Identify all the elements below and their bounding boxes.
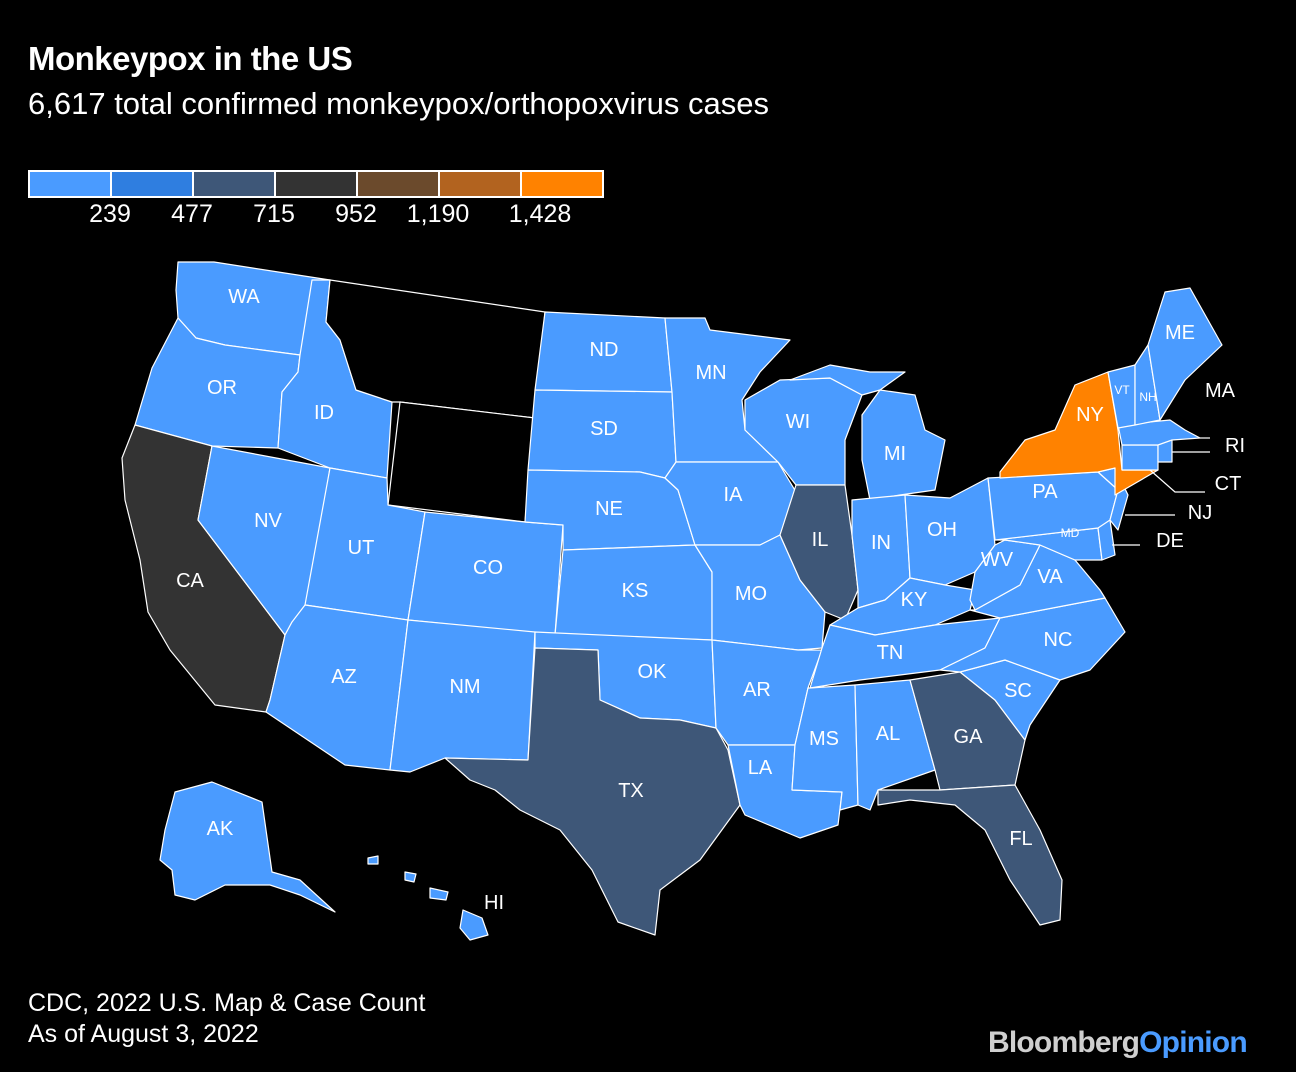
state-label: RI bbox=[1225, 435, 1245, 457]
state-label: IL bbox=[812, 529, 829, 551]
legend-tick-label: 239 bbox=[89, 200, 131, 228]
state-label: ME bbox=[1165, 322, 1195, 344]
state-ma[interactable] bbox=[1117, 419, 1201, 446]
state-label: TN bbox=[877, 642, 904, 664]
state-label: TX bbox=[618, 780, 644, 802]
state-wy[interactable] bbox=[387, 401, 536, 523]
state-label: AZ bbox=[331, 666, 357, 688]
state-label: ND bbox=[590, 339, 619, 361]
state-label: LA bbox=[748, 757, 773, 779]
state-label: NY bbox=[1076, 404, 1104, 426]
state-mi[interactable] bbox=[861, 389, 946, 501]
legend-tick-label: 715 bbox=[253, 200, 295, 228]
state-mn[interactable] bbox=[664, 317, 791, 463]
brand-logo: BloombergOpinion bbox=[988, 1026, 1248, 1060]
state-label: DE bbox=[1156, 530, 1184, 552]
state-label: OH bbox=[927, 519, 957, 541]
state-label: NE bbox=[595, 498, 623, 520]
state-label: OR bbox=[207, 377, 237, 399]
state-hi-islands[interactable] bbox=[367, 855, 449, 901]
state-ct[interactable] bbox=[1121, 444, 1159, 471]
leader-line-ct bbox=[1149, 469, 1205, 493]
state-label: HI bbox=[484, 892, 504, 914]
state-label: AK bbox=[207, 818, 234, 840]
state-label: MS bbox=[809, 728, 839, 750]
state-co[interactable] bbox=[407, 511, 564, 636]
state-label: CT bbox=[1215, 473, 1242, 495]
state-label: IA bbox=[724, 484, 744, 506]
state-label: AR bbox=[743, 679, 771, 701]
legend-tick-label: 1,190 bbox=[406, 200, 470, 228]
state-label: NH bbox=[1139, 390, 1156, 404]
brand-logo-part: Bloomberg bbox=[988, 1026, 1140, 1059]
legend-tick-label: 477 bbox=[171, 200, 213, 228]
state-label: AL bbox=[876, 723, 900, 745]
state-label: NC bbox=[1044, 629, 1073, 651]
state-fl[interactable] bbox=[877, 784, 1063, 926]
state-label: NM bbox=[449, 676, 480, 698]
state-label: MD bbox=[1061, 526, 1080, 540]
legend-swatch bbox=[112, 172, 194, 196]
legend-bar bbox=[28, 170, 604, 198]
legend-swatch bbox=[522, 172, 602, 196]
state-mi-upper[interactable] bbox=[789, 364, 906, 396]
state-label: MO bbox=[735, 583, 767, 605]
legend-swatch bbox=[30, 172, 112, 196]
state-tx[interactable] bbox=[444, 647, 741, 936]
state-label: VA bbox=[1037, 566, 1063, 588]
legend-swatch bbox=[194, 172, 276, 196]
state-label: UT bbox=[348, 537, 375, 559]
state-nc[interactable] bbox=[939, 597, 1126, 681]
color-legend: 239 477 715 952 1,190 1,428 bbox=[28, 170, 604, 230]
legend-swatch bbox=[358, 172, 440, 196]
state-label: OK bbox=[638, 661, 668, 683]
state-label: ID bbox=[314, 402, 334, 424]
state-label: MA bbox=[1205, 380, 1236, 402]
date-line: As of August 3, 2022 bbox=[28, 1020, 259, 1048]
state-label: SD bbox=[590, 418, 618, 440]
state-me[interactable] bbox=[1147, 287, 1223, 421]
state-label: WI bbox=[786, 411, 810, 433]
state-label: MN bbox=[695, 362, 726, 384]
state-label: GA bbox=[954, 726, 984, 748]
state-label: WA bbox=[228, 286, 260, 308]
state-label: SC bbox=[1004, 680, 1032, 702]
state-wv[interactable] bbox=[969, 539, 1041, 611]
state-label: CA bbox=[176, 570, 204, 592]
legend-tick-label: 1,428 bbox=[508, 200, 572, 228]
source-note: CDC, 2022 U.S. Map & Case Count As of Au… bbox=[28, 988, 425, 1050]
brand-logo-part: Opinion bbox=[1139, 1026, 1248, 1059]
legend-swatch bbox=[440, 172, 522, 196]
map-title: Monkeypox in the US bbox=[28, 40, 353, 77]
legend-tick-label: 952 bbox=[335, 200, 377, 228]
state-label: NJ bbox=[1188, 502, 1212, 524]
state-label: NV bbox=[254, 510, 282, 532]
state-label: KY bbox=[901, 589, 928, 611]
state-label: CO bbox=[473, 557, 503, 579]
state-ak[interactable] bbox=[159, 781, 336, 913]
state-label: FL bbox=[1009, 828, 1032, 850]
map-subtitle: 6,617 total confirmed monkeypox/orthopox… bbox=[28, 86, 769, 121]
state-hi[interactable] bbox=[459, 909, 489, 941]
source-line: CDC, 2022 U.S. Map & Case Count bbox=[28, 989, 426, 1017]
state-label: VT bbox=[1114, 383, 1130, 397]
state-label: PA bbox=[1032, 481, 1058, 503]
legend-swatch bbox=[276, 172, 358, 196]
state-label: MI bbox=[884, 443, 906, 465]
state-label: KS bbox=[622, 580, 649, 602]
state-label: WV bbox=[981, 549, 1014, 571]
state-label: IN bbox=[871, 532, 891, 554]
